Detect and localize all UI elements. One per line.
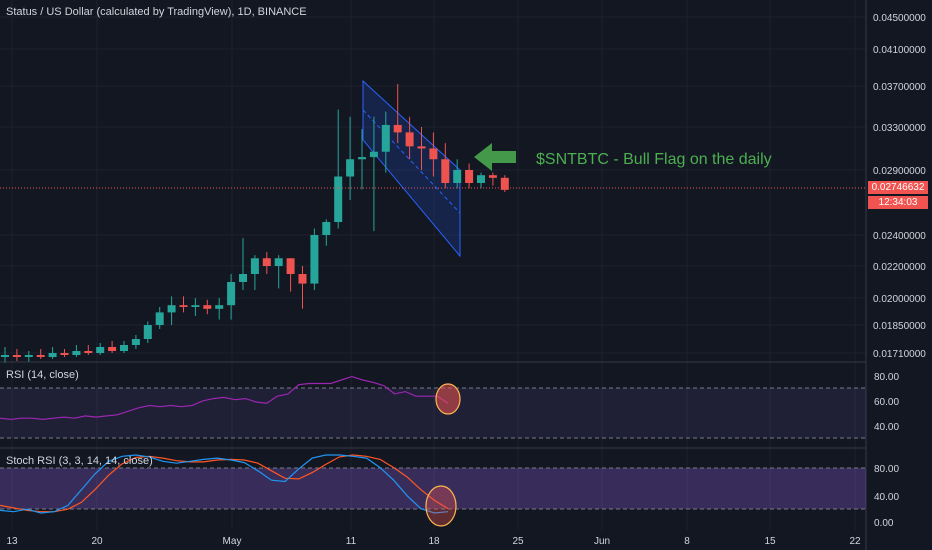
candle-body (155, 312, 164, 325)
price-tick-label: 0.02400000 (873, 231, 926, 242)
price-tick-label: 0.03700000 (873, 82, 926, 93)
stoch-axis: 80.00 40.00 0.00 (874, 464, 899, 529)
candle-body (441, 159, 450, 183)
channel-midline (362, 109, 461, 214)
candles (1, 84, 509, 363)
rsi-tick-label: 40.00 (874, 422, 899, 433)
candle-body (405, 132, 414, 147)
time-tick-label: 18 (428, 536, 440, 547)
candle-body (274, 258, 283, 266)
candle-body (465, 170, 474, 183)
annotation-text: $SNTBTC - Bull Flag on the daily (536, 151, 772, 168)
candle-body (1, 355, 9, 357)
stoch-d-line (0, 454, 449, 513)
grid-lines (0, 0, 866, 530)
candle-body (191, 305, 200, 307)
time-tick-label: 15 (764, 536, 776, 547)
candle-body (24, 355, 33, 357)
candle-body (227, 282, 236, 306)
candle-body (488, 175, 497, 178)
annotation-arrow-icon (474, 143, 516, 171)
candle-body (453, 170, 462, 183)
price-tick-label: 0.03300000 (873, 123, 926, 134)
last-price-tag: 0.02746632 (868, 181, 928, 194)
candle-body (417, 146, 426, 149)
price-tick-label: 0.04500000 (873, 13, 926, 24)
candle-body (215, 305, 224, 309)
candle-body (477, 175, 485, 183)
candle-body (239, 274, 247, 282)
candle-body (167, 305, 176, 313)
time-tick-label: 22 (849, 536, 861, 547)
candle-body (369, 151, 378, 158)
candle-body (334, 176, 343, 222)
candle-body (358, 157, 366, 160)
rsi-axis: 80.00 60.00 40.00 (874, 372, 899, 433)
rsi-label: RSI (14, close) (6, 369, 79, 381)
time-tick-label: 8 (684, 536, 690, 547)
stoch-tick-label: 0.00 (874, 518, 894, 529)
candle-body (108, 347, 117, 351)
candle-body (322, 222, 331, 235)
stoch-label: Stoch RSI (3, 3, 14, 14, close) (6, 455, 153, 467)
price-axis[interactable]: 0.04500000 0.04100000 0.03700000 0.03300000… (873, 13, 926, 360)
candle-body (179, 305, 188, 307)
price-tick-label: 0.04100000 (873, 45, 926, 56)
candle-body (250, 258, 259, 274)
candle-body (96, 347, 105, 353)
rsi-band (0, 388, 866, 438)
candle-body (310, 235, 319, 284)
price-tick-label: 0.02000000 (873, 294, 926, 305)
countdown-tag: 12:34:03 (868, 196, 928, 209)
rsi-highlight-circle[interactable] (435, 383, 461, 415)
candle-body (143, 325, 152, 339)
candle-body (346, 159, 355, 177)
candle-body (36, 355, 45, 357)
bull-flag-channel[interactable] (362, 79, 461, 258)
price-tick-label: 0.02200000 (873, 262, 926, 273)
candle-body (84, 351, 93, 353)
candle-body (60, 353, 69, 355)
time-tick-label: Jun (594, 536, 610, 547)
candle-body (381, 124, 390, 152)
candle-body (131, 339, 140, 345)
candle-body (429, 148, 438, 160)
candle-body (203, 305, 212, 309)
candle-body (262, 258, 271, 266)
stoch-highlight-circle[interactable] (425, 485, 457, 527)
rsi-tick-label: 60.00 (874, 397, 899, 408)
candle-body (298, 274, 307, 284)
candle-body (393, 124, 402, 133)
price-tick-label: 0.02900000 (873, 166, 926, 177)
price-tick-label: 0.01850000 (873, 321, 926, 332)
rsi-line (0, 375, 449, 421)
candle-body (120, 345, 128, 351)
time-tick-label: 13 (6, 536, 18, 547)
candle-body (500, 177, 509, 190)
time-axis[interactable]: 13 20 May 11 18 25 Jun 8 15 22 (6, 536, 861, 547)
time-tick-label: 11 (346, 536, 357, 547)
candle-body (72, 351, 81, 355)
time-tick-label: May (223, 536, 242, 547)
chart-title: Status / US Dollar (calculated by Tradin… (6, 6, 307, 18)
candle-body (48, 353, 57, 357)
candle-body (286, 258, 295, 274)
stoch-k-line (0, 454, 449, 514)
candle-body (12, 355, 21, 357)
stoch-tick-label: 80.00 (874, 464, 899, 475)
rsi-tick-label: 80.00 (874, 372, 899, 383)
stoch-tick-label: 40.00 (874, 492, 899, 503)
time-tick-label: 25 (512, 536, 524, 547)
price-tick-label: 0.01710000 (873, 349, 926, 360)
time-tick-label: 20 (91, 536, 103, 547)
channel-fill[interactable] (362, 79, 461, 258)
